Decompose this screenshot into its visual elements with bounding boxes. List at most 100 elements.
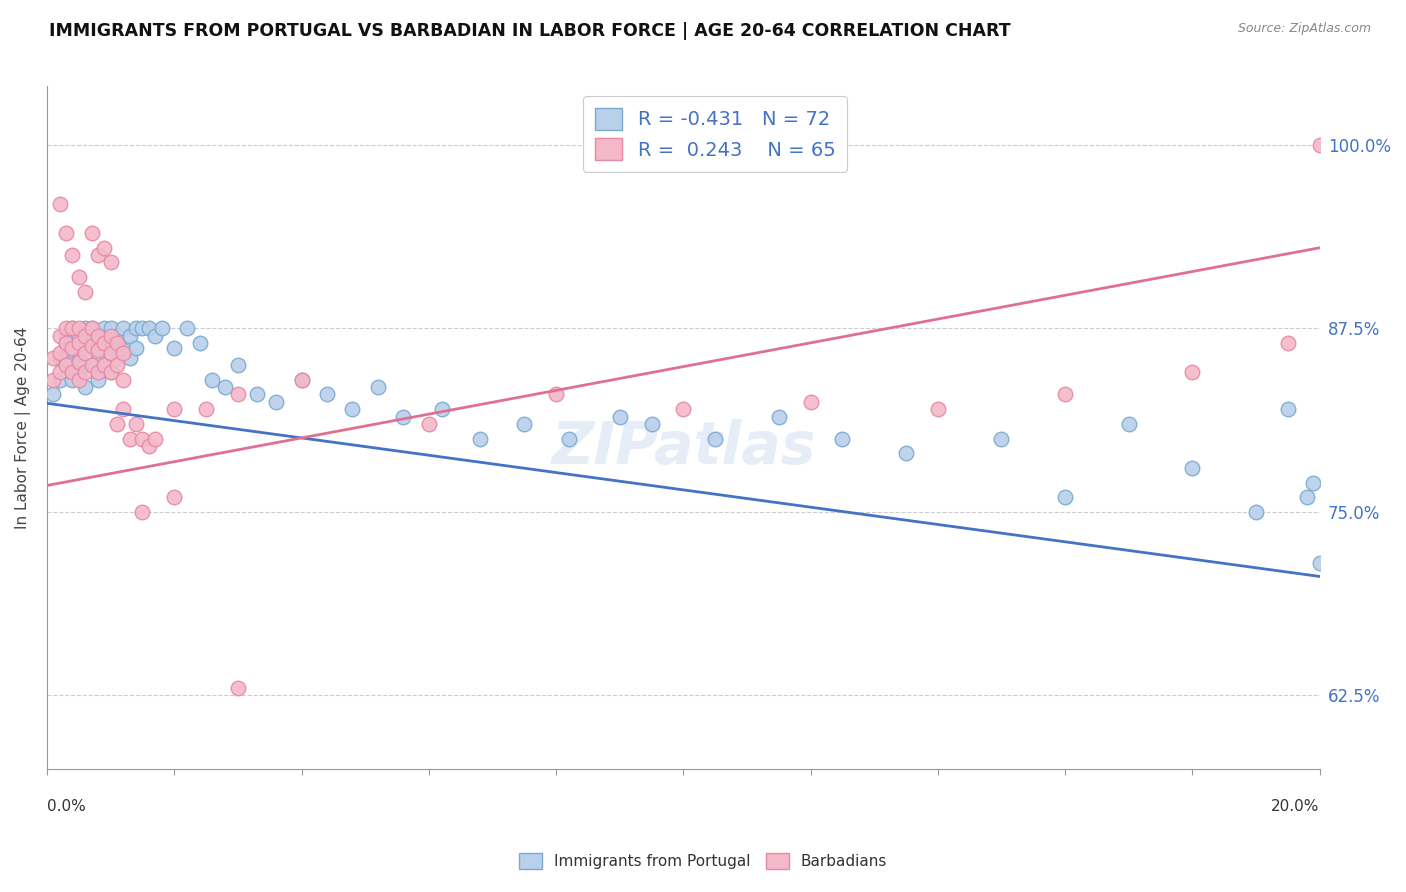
Point <box>87 373 110 387</box>
Point <box>80 339 103 353</box>
Point <box>67 321 90 335</box>
Point <box>67 336 90 351</box>
Point <box>93 358 115 372</box>
Point <box>1181 366 1204 380</box>
Point <box>87 346 110 360</box>
Point <box>1277 336 1299 351</box>
Text: ZIPatlas: ZIPatlas <box>551 419 815 476</box>
Point <box>264 394 287 409</box>
Point <box>48 351 70 365</box>
Point <box>105 328 128 343</box>
Point <box>118 351 141 365</box>
Point <box>62 373 84 387</box>
Point <box>640 417 662 431</box>
Point <box>48 346 70 360</box>
Point <box>87 248 110 262</box>
Point <box>48 373 70 387</box>
Point <box>163 490 186 504</box>
Point <box>125 341 148 355</box>
Point <box>42 373 65 387</box>
Point <box>87 328 110 343</box>
Point <box>131 505 153 519</box>
Point <box>75 358 97 372</box>
Point <box>67 351 90 365</box>
Text: Source: ZipAtlas.com: Source: ZipAtlas.com <box>1237 22 1371 36</box>
Legend: Immigrants from Portugal, Barbadians: Immigrants from Portugal, Barbadians <box>513 847 893 875</box>
Point <box>138 321 160 335</box>
Point <box>75 341 97 355</box>
Point <box>125 417 148 431</box>
Point <box>55 328 77 343</box>
Point <box>544 387 567 401</box>
Point <box>513 417 536 431</box>
Point <box>55 358 77 372</box>
Point <box>342 402 364 417</box>
Point <box>93 358 115 372</box>
Point <box>768 409 790 424</box>
Point <box>558 432 581 446</box>
Point <box>75 328 97 343</box>
Point <box>87 328 110 343</box>
Point <box>392 409 415 424</box>
Point <box>80 226 103 240</box>
Point <box>67 373 90 387</box>
Point <box>100 341 122 355</box>
Point <box>1054 387 1077 401</box>
Point <box>246 387 269 401</box>
Point <box>62 366 84 380</box>
Point <box>55 358 77 372</box>
Point <box>87 366 110 380</box>
Point <box>418 417 440 431</box>
Point <box>112 373 135 387</box>
Point <box>201 373 224 387</box>
Point <box>118 432 141 446</box>
Point <box>42 387 65 401</box>
Point <box>143 328 166 343</box>
Point <box>62 321 84 335</box>
Point <box>176 321 198 335</box>
Point <box>1277 402 1299 417</box>
Text: IMMIGRANTS FROM PORTUGAL VS BARBADIAN IN LABOR FORCE | AGE 20-64 CORRELATION CHA: IMMIGRANTS FROM PORTUGAL VS BARBADIAN IN… <box>49 22 1011 40</box>
Point <box>100 366 122 380</box>
Point <box>468 432 491 446</box>
Point <box>55 226 77 240</box>
Point <box>67 355 90 369</box>
Point <box>112 346 135 360</box>
Point <box>62 341 84 355</box>
Point <box>105 351 128 365</box>
Point <box>62 248 84 262</box>
Point <box>290 373 312 387</box>
Point <box>1309 556 1331 570</box>
Point <box>1302 475 1324 490</box>
Point <box>927 402 949 417</box>
Point <box>48 366 70 380</box>
Point <box>75 380 97 394</box>
Point <box>93 336 115 351</box>
Point <box>62 321 84 335</box>
Point <box>188 336 211 351</box>
Point <box>112 402 135 417</box>
Point <box>93 321 115 335</box>
Point <box>48 328 70 343</box>
Point <box>105 358 128 372</box>
Point <box>55 336 77 351</box>
Point <box>75 346 97 360</box>
Point <box>367 380 389 394</box>
Point <box>1244 505 1267 519</box>
Point <box>93 336 115 351</box>
Point <box>67 270 90 285</box>
Point <box>100 321 122 335</box>
Point <box>704 432 727 446</box>
Text: 20.0%: 20.0% <box>1271 799 1320 814</box>
Point <box>143 432 166 446</box>
Point <box>226 681 249 695</box>
Point <box>118 328 141 343</box>
Y-axis label: In Labor Force | Age 20-64: In Labor Force | Age 20-64 <box>15 326 31 529</box>
Point <box>163 341 186 355</box>
Point <box>48 196 70 211</box>
Point <box>990 432 1012 446</box>
Point <box>226 358 249 372</box>
Legend: R = -0.431   N = 72, R =  0.243    N = 65: R = -0.431 N = 72, R = 0.243 N = 65 <box>583 96 846 172</box>
Point <box>80 321 103 335</box>
Point <box>42 351 65 365</box>
